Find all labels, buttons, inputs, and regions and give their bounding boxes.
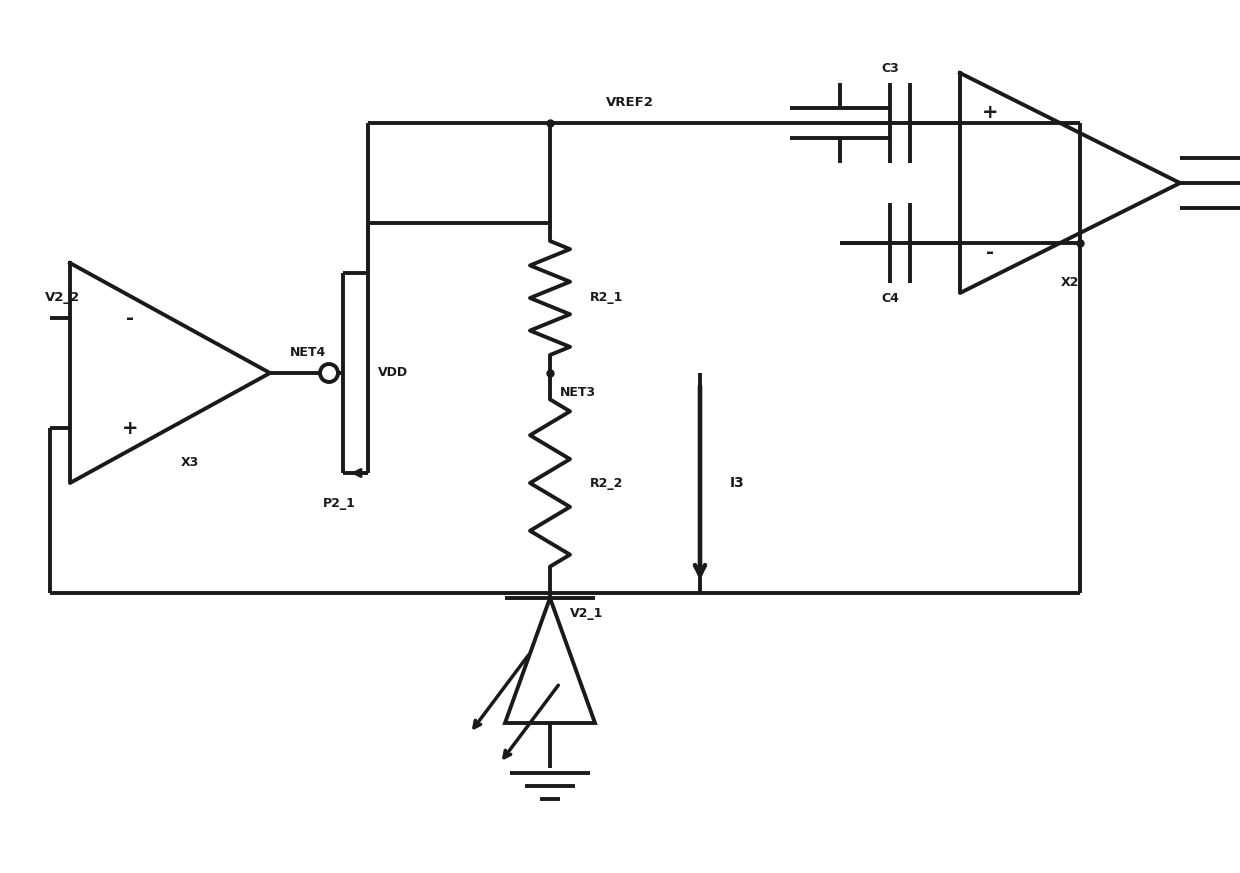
Text: V2_1: V2_1 [570, 607, 604, 620]
Text: I3: I3 [730, 476, 745, 490]
Text: VDD: VDD [378, 367, 408, 380]
Text: R2_1: R2_1 [590, 292, 624, 305]
Text: NET4: NET4 [290, 347, 326, 360]
Text: -: - [986, 244, 994, 263]
Text: C4: C4 [882, 292, 899, 305]
Text: C3: C3 [882, 61, 899, 74]
Text: -: - [126, 308, 134, 327]
Text: NET3: NET3 [560, 387, 596, 400]
Text: P2_1: P2_1 [322, 497, 356, 510]
Text: +: + [982, 104, 998, 122]
Text: +: + [122, 418, 138, 437]
Text: V2_2: V2_2 [45, 292, 81, 305]
Text: VREF2: VREF2 [606, 97, 653, 109]
Text: X2: X2 [1060, 277, 1079, 290]
Text: R2_2: R2_2 [590, 477, 624, 490]
Text: X3: X3 [181, 457, 200, 470]
